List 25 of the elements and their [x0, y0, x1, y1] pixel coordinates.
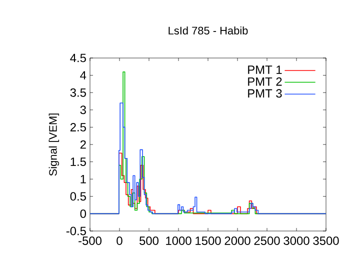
y-tick-label: 2.5: [70, 122, 86, 132]
x-tick-label: 1500: [196, 236, 221, 245]
y-tick-label: 1: [80, 174, 86, 184]
legend-label: PMT 3: [248, 89, 282, 98]
y-tick-label: 0.5: [70, 192, 86, 201]
x-tick-label: 500: [140, 236, 159, 245]
y-axis-title: Signal [VEM]: [48, 114, 60, 176]
y-tick-label: 2: [80, 140, 86, 149]
y-tick-label: 3: [80, 106, 86, 114]
x-tick-label: 3000: [284, 236, 310, 245]
x-tick-label: -500: [78, 236, 102, 245]
chart-title: LsId 785 - Habib: [168, 26, 248, 35]
y-tick-label: -0.5: [66, 226, 86, 236]
y-tick-label: 0: [80, 209, 86, 218]
x-tick-label: 0: [116, 236, 122, 245]
y-tick-label: 1.5: [70, 158, 86, 166]
x-tick-label: 2000: [224, 236, 250, 245]
x-tick-label: 1000: [166, 236, 192, 245]
legend-label: PMT 2: [248, 77, 282, 86]
y-tick-label: 4: [80, 71, 86, 80]
legend-label: PMT 1: [248, 66, 282, 74]
y-tick-label: 4.5: [70, 54, 86, 62]
y-tick-label: 3.5: [70, 88, 86, 97]
x-tick-label: 2500: [254, 236, 280, 245]
x-tick-label: 3500: [313, 236, 339, 245]
